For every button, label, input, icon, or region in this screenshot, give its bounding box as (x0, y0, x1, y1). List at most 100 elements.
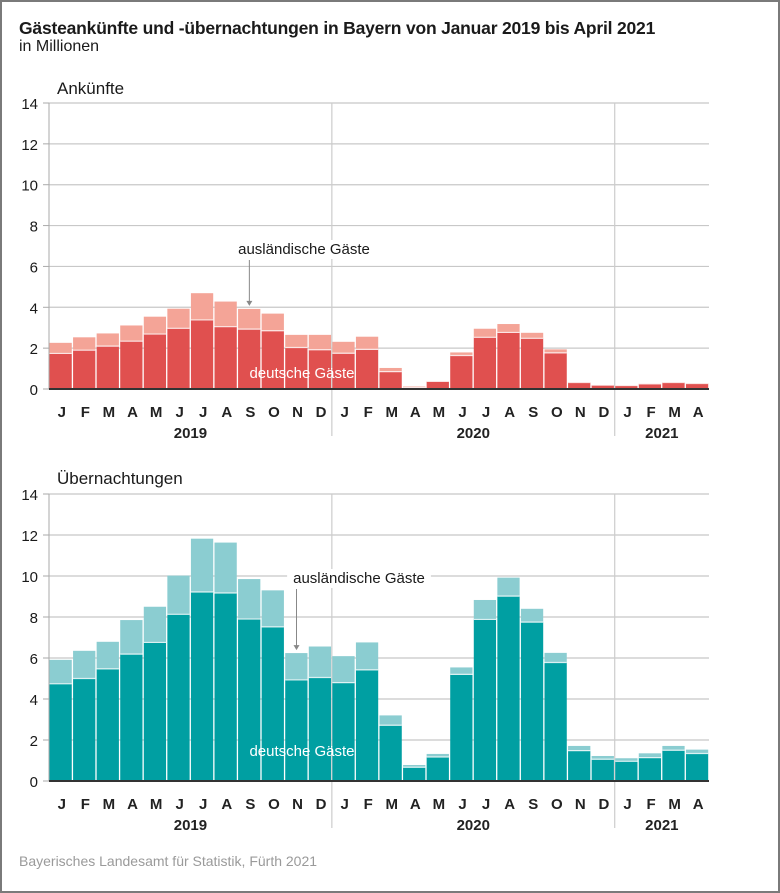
bar-auslaendische (143, 606, 167, 643)
bar-auslaendische (120, 620, 143, 655)
bar-deutsche (520, 338, 544, 389)
x-tick-label: A (504, 796, 515, 813)
bar-auslaendische (214, 542, 237, 594)
bar-deutsche (167, 614, 190, 781)
bar-auslaendische (332, 341, 355, 354)
y-tick-label: 14 (21, 487, 38, 504)
y-tick-label: 6 (30, 651, 38, 668)
bar-auslaendische (190, 538, 214, 592)
bar-auslaendische (355, 642, 379, 670)
x-tick-label: D (316, 796, 327, 813)
x-tick-label: J (58, 404, 66, 421)
bar-auslaendische (662, 745, 685, 751)
bar-deutsche (167, 328, 190, 389)
x-tick-label: A (221, 404, 232, 421)
x-tick-label: M (668, 404, 681, 421)
bar-auslaendische (426, 753, 449, 758)
x-tick-label: O (268, 796, 280, 813)
bar-deutsche (403, 767, 426, 781)
x-tick-label: N (575, 404, 586, 421)
x-tick-label: J (199, 404, 207, 421)
x-tick-label: O (551, 796, 563, 813)
bar-auslaendische (190, 293, 214, 320)
bar-deutsche (143, 642, 167, 781)
bar-auslaendische (544, 349, 567, 353)
x-tick-label: O (551, 404, 563, 421)
bar-auslaendische (497, 324, 520, 333)
y-tick-label: 12 (21, 137, 38, 154)
panel-title: Ankünfte (57, 79, 124, 98)
x-tick-label: F (81, 796, 90, 813)
x-tick-label: A (410, 404, 421, 421)
x-tick-label: S (528, 796, 538, 813)
bar-auslaendische (73, 650, 96, 679)
bar-auslaendische (308, 646, 332, 678)
bar-deutsche (568, 382, 591, 389)
bar-deutsche (261, 626, 284, 781)
bar-auslaendische (261, 590, 284, 627)
y-tick-label: 0 (30, 382, 38, 399)
bar-deutsche (426, 381, 449, 389)
year-label: 2020 (457, 425, 490, 442)
bar-auslaendische (685, 749, 709, 754)
bar-auslaendische (96, 333, 119, 347)
bar-deutsche (308, 349, 332, 389)
bar-auslaendische (261, 313, 284, 331)
x-tick-label: D (599, 796, 610, 813)
y-tick-label: 10 (21, 178, 38, 195)
x-tick-label: A (127, 404, 138, 421)
bar-deutsche (638, 383, 662, 389)
bar-deutsche (379, 371, 402, 389)
bar-deutsche (120, 341, 143, 389)
bar-auslaendische (497, 577, 520, 597)
bar-deutsche (591, 385, 614, 389)
x-tick-label: O (268, 404, 280, 421)
bar-auslaendische (49, 659, 72, 684)
bar-deutsche (426, 757, 449, 781)
annotation-foreign-label: ausländische Gäste (238, 241, 370, 258)
x-tick-label: A (693, 404, 704, 421)
x-tick-label: D (316, 404, 327, 421)
bar-auslaendische (638, 753, 662, 758)
x-tick-label: S (528, 404, 538, 421)
bar-deutsche (544, 352, 567, 389)
x-tick-label: A (504, 404, 515, 421)
x-tick-label: J (482, 796, 490, 813)
bar-auslaendische (73, 337, 96, 351)
bar-deutsche (332, 353, 355, 389)
bar-deutsche (662, 382, 685, 389)
x-tick-label: M (668, 796, 681, 813)
bar-auslaendische (96, 641, 119, 669)
bar-deutsche (190, 319, 214, 389)
x-tick-label: J (58, 796, 66, 813)
x-tick-label: J (340, 404, 348, 421)
bar-deutsche (662, 750, 685, 781)
bar-auslaendische (285, 653, 308, 680)
bar-auslaendische (379, 715, 402, 726)
bar-deutsche (685, 753, 709, 781)
bar-deutsche (308, 677, 332, 781)
bar-auslaendische (450, 667, 473, 675)
bar-deutsche (355, 669, 379, 781)
bar-deutsche (214, 593, 237, 781)
annotation-arrow-head-icon (246, 300, 253, 306)
y-tick-label: 2 (30, 733, 38, 750)
x-tick-label: M (150, 404, 163, 421)
bar-auslaendische (214, 301, 237, 327)
bar-deutsche (473, 619, 497, 781)
bar-deutsche (190, 591, 214, 781)
x-tick-label: A (127, 796, 138, 813)
annotation-german-label: deutsche Gäste (249, 365, 354, 382)
y-tick-label: 12 (21, 528, 38, 545)
x-tick-label: D (599, 404, 610, 421)
x-tick-label: J (458, 796, 466, 813)
y-tick-label: 4 (30, 300, 38, 317)
bar-deutsche (73, 350, 96, 389)
bar-auslaendische (355, 336, 379, 350)
panel-title: Übernachtungen (57, 469, 183, 488)
x-tick-label: A (410, 796, 421, 813)
bar-auslaendische (568, 745, 591, 751)
